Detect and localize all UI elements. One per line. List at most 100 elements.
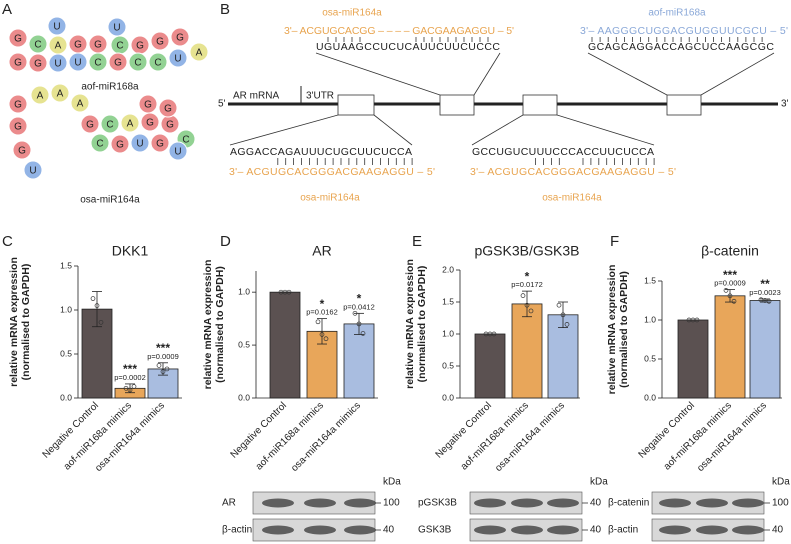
data-point bbox=[123, 385, 129, 391]
mirna-name: aof-miR168a bbox=[648, 8, 706, 19]
blot-band bbox=[732, 498, 764, 508]
y-tick-label: 0.0 bbox=[644, 392, 656, 402]
base bbox=[130, 133, 150, 153]
base-letter: C bbox=[34, 40, 41, 51]
chart-title: DKK1 bbox=[112, 243, 149, 259]
panel-label: F bbox=[610, 233, 619, 250]
base-letter: C bbox=[96, 139, 103, 150]
base bbox=[80, 114, 100, 134]
blot-marker: 40 bbox=[590, 498, 602, 509]
blot-band bbox=[474, 498, 506, 508]
base-letter: G bbox=[116, 140, 124, 151]
panel-label: D bbox=[220, 233, 231, 250]
bar bbox=[269, 291, 301, 399]
blot-marker: 100 bbox=[383, 498, 400, 509]
data-point bbox=[491, 331, 497, 337]
base bbox=[70, 93, 90, 113]
base-letter: A bbox=[196, 48, 203, 59]
base-letter: A bbox=[127, 119, 134, 130]
data-point bbox=[731, 298, 737, 304]
blot-band bbox=[262, 498, 294, 508]
data-point bbox=[356, 321, 362, 327]
base-letter: U bbox=[136, 139, 143, 150]
base bbox=[168, 48, 188, 68]
base-letter: C bbox=[134, 58, 141, 69]
p-value: p=0.0002 bbox=[114, 373, 146, 382]
data-point bbox=[520, 293, 526, 298]
base bbox=[138, 94, 158, 114]
base-letter: G bbox=[86, 120, 94, 131]
y-axis-label: (normalised to GAPDH) bbox=[618, 271, 630, 388]
base bbox=[88, 52, 108, 72]
y-axis-label: (normalised to GAPDH) bbox=[20, 264, 32, 381]
blot-label: GSK3B bbox=[418, 525, 452, 536]
y-axis-label: (normalised to GAPDH) bbox=[214, 266, 226, 383]
blot-band bbox=[659, 498, 691, 508]
base bbox=[48, 53, 68, 73]
rna-name: aof-miR168a bbox=[81, 82, 139, 93]
data-point bbox=[727, 293, 733, 299]
target-seq: AGGACCAGAUUUCUGCUUCUCCA bbox=[230, 146, 412, 158]
y-tick-label: 1.0 bbox=[442, 328, 454, 338]
base bbox=[189, 42, 209, 62]
x-tick-label: osa-miR164a mimics bbox=[493, 400, 567, 474]
x-tick-label: aof-miR168a mimics bbox=[459, 400, 531, 472]
base bbox=[8, 116, 28, 136]
chart-title: β-catenin bbox=[701, 243, 759, 259]
panel-label: E bbox=[412, 233, 422, 250]
significance: *** bbox=[723, 268, 737, 282]
blot-band bbox=[344, 498, 376, 508]
y-tick-label: 1.0 bbox=[644, 314, 656, 324]
data-point bbox=[315, 319, 321, 325]
three-prime: 3' bbox=[781, 99, 789, 110]
base-letter: G bbox=[74, 40, 82, 51]
base-letter: G bbox=[164, 104, 172, 115]
base bbox=[90, 133, 110, 153]
data-point bbox=[524, 302, 530, 308]
base bbox=[23, 160, 43, 180]
panel-label: B bbox=[220, 1, 230, 18]
base-letter: G bbox=[114, 58, 122, 69]
blot-unit: kDa bbox=[383, 477, 401, 488]
significance: ** bbox=[760, 277, 770, 291]
y-tick-label: 0.0 bbox=[442, 392, 454, 402]
base-letter: G bbox=[34, 59, 42, 70]
mirna-name: osa-miR164a bbox=[542, 193, 602, 204]
x-tick-label: aof-miR168a mimics bbox=[662, 400, 734, 472]
data-point bbox=[94, 303, 100, 308]
five-prime: 5' bbox=[218, 99, 226, 110]
base-letter: A bbox=[55, 41, 62, 52]
y-axis-label: relative mRNA expression bbox=[8, 257, 20, 387]
blot-marker: 100 bbox=[772, 498, 789, 509]
data-point bbox=[156, 363, 162, 368]
chart-title: AR bbox=[312, 243, 331, 259]
base-letter: U bbox=[174, 147, 181, 158]
bar bbox=[749, 300, 781, 399]
significance: * bbox=[320, 297, 325, 311]
base-letter: C bbox=[116, 41, 123, 52]
data-point bbox=[90, 296, 96, 301]
blot-band bbox=[696, 498, 728, 508]
base bbox=[30, 85, 50, 105]
data-point bbox=[564, 322, 570, 327]
y-axis-label: relative mRNA expression bbox=[404, 259, 416, 389]
data-point bbox=[160, 369, 166, 374]
base bbox=[158, 98, 178, 118]
significance: * bbox=[357, 292, 362, 306]
blot-marker: 40 bbox=[383, 525, 395, 536]
base-letter: G bbox=[176, 33, 184, 44]
x-tick-label: aof-miR168a mimics bbox=[254, 400, 326, 472]
data-point bbox=[319, 332, 325, 337]
base-letter: G bbox=[166, 120, 174, 131]
data-point bbox=[131, 384, 137, 389]
base bbox=[120, 113, 140, 133]
base-letter: G bbox=[136, 41, 144, 52]
mrna-label: AR mRNA bbox=[233, 91, 279, 102]
significance: * bbox=[525, 269, 530, 283]
base-pairs bbox=[277, 37, 763, 165]
rna-name: osa-miR164a bbox=[80, 195, 140, 206]
y-tick-label: 0.0 bbox=[238, 392, 250, 402]
y-tick-label: 1.5 bbox=[644, 275, 656, 285]
bar bbox=[677, 319, 709, 399]
